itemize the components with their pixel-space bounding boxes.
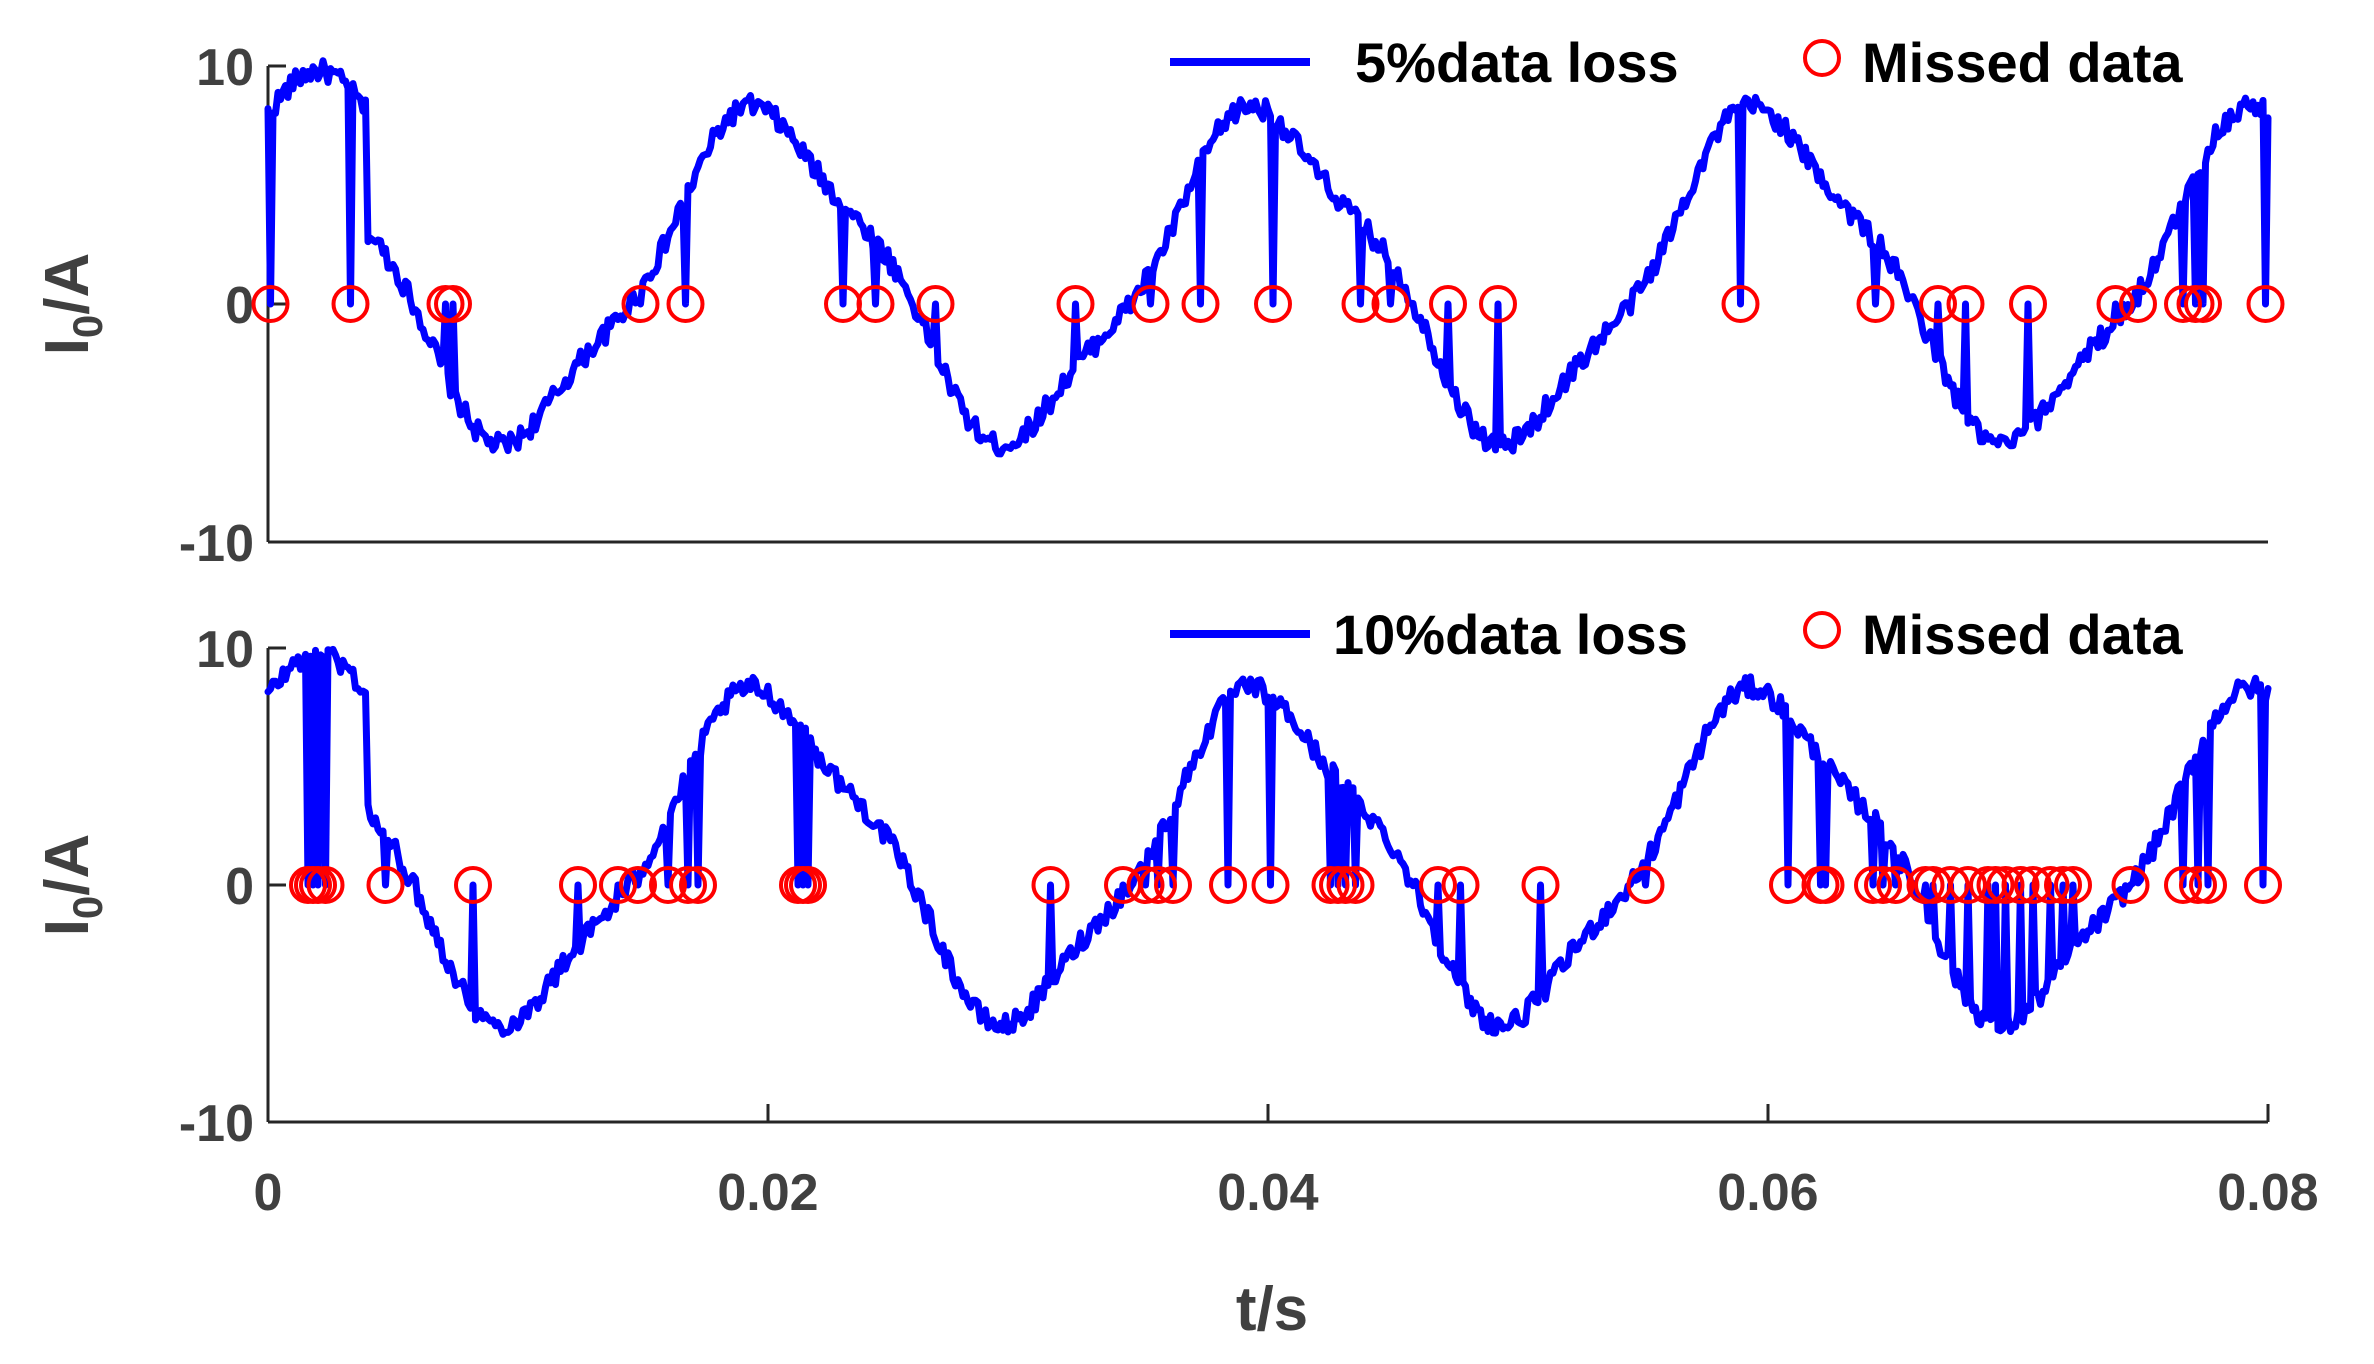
panel-bottom-missed-data-marker xyxy=(649,866,687,904)
panel-bottom-missed-data-marker xyxy=(1419,866,1457,904)
x-axis-label: t/s xyxy=(1236,1275,1308,1344)
panel-bottom-missed-data-marker xyxy=(306,866,345,904)
panel-top-missed-data-marker xyxy=(621,285,660,323)
panel-bottom-missed-data-marker xyxy=(1931,866,1970,904)
panel-top-missed-data-marker xyxy=(1254,285,1292,323)
panel-top-missed-data-marker xyxy=(2009,285,2047,323)
panel-top-missed-data-marker xyxy=(2184,285,2222,323)
panel-bottom-x-tick-label: 0.06 xyxy=(1717,1164,1818,1222)
panel-top-missed-data-marker xyxy=(1429,285,1467,323)
panel-top-missed-data-marker xyxy=(2164,285,2202,323)
panel-bottom-missed-data-marker xyxy=(2179,866,2217,904)
panel-bottom-x-tick-label: 0.08 xyxy=(2217,1164,2318,1222)
panel-bottom-missed-data-marker xyxy=(1251,866,1290,904)
panel-bottom-missed-data-marker xyxy=(669,866,707,904)
panel-top-legend-line-label: 5%data loss xyxy=(1355,31,1679,94)
panel-bottom-missed-data-marker xyxy=(789,866,827,904)
panel-bottom-missed-data-marker xyxy=(1806,866,1845,904)
panel-bottom-x-tick-label: 0.04 xyxy=(1217,1164,1318,1222)
panel-bottom-x-tick-label: 0.02 xyxy=(717,1164,818,1222)
panel-bottom-missed-data-marker xyxy=(2189,866,2227,904)
panel-bottom-y-tick-label: 0 xyxy=(225,858,254,916)
panel-bottom-missed-data-marker xyxy=(2001,866,2040,904)
panel-bottom-missed-data-marker xyxy=(1854,866,1892,904)
panel-top-missed-data-marker xyxy=(916,285,955,323)
panel-top-missed-data-marker xyxy=(2119,285,2157,323)
panel-bottom-missed-data-marker xyxy=(2031,866,2070,904)
panel-bottom-missed-data-marker xyxy=(1864,866,1902,904)
panel-bottom-missed-data-marker xyxy=(1949,866,1987,904)
panel-top-missed-data-marker xyxy=(1131,285,1170,323)
panel-top-y-tick-label: 10 xyxy=(196,39,254,97)
panel-bottom-missed-data-marker xyxy=(619,866,657,904)
panel-bottom-missed-data-marker xyxy=(1031,866,1070,904)
panel-top-y-tick-label: -10 xyxy=(179,515,254,573)
panel-bottom-missed-data-marker xyxy=(1521,866,1560,904)
y-label-main: I xyxy=(33,919,102,936)
panel-bottom-missed-data-marker xyxy=(1441,866,1480,904)
panel-top-legend-marker-swatch xyxy=(1803,39,1841,77)
panel-bottom-missed-data-marker xyxy=(2164,866,2202,904)
panel-bottom-missed-data-marker xyxy=(1986,866,2025,904)
panel-bottom-y-tick-label: 10 xyxy=(196,621,254,679)
panel-bottom-missed-data-marker xyxy=(1876,866,1915,904)
panel-bottom-missed-data-marker xyxy=(599,866,637,904)
panel-bottom-legend-line-label: 10%data loss xyxy=(1333,603,1688,666)
panel-bottom-legend-marker-swatch xyxy=(1803,611,1841,649)
panel-top-missed-data-marker xyxy=(1479,285,1517,323)
panel-top-series-line xyxy=(264,57,2272,458)
panel-top-y-tick-label: 0 xyxy=(225,277,254,335)
panel-bottom-missed-data-marker xyxy=(454,866,492,904)
panel-bottom-series-line xyxy=(264,645,2272,1038)
y-label-sub: 0 xyxy=(64,896,111,919)
panel-bottom-missed-data-marker xyxy=(1126,866,1165,904)
panel-bottom-missed-data-marker xyxy=(1209,866,1247,904)
panel-top-missed-data-marker xyxy=(1721,285,1760,323)
panel-bottom-missed-data-marker xyxy=(2044,866,2082,904)
panel-top-missed-data-marker xyxy=(856,285,895,323)
panel-bottom-missed-data-marker xyxy=(2014,866,2052,904)
panel-top-missed-data-marker xyxy=(1056,285,1095,323)
panel-bottom-y-tick-label: -10 xyxy=(179,1095,254,1153)
panel-bottom-missed-data-marker xyxy=(1154,866,1192,904)
panel-top-missed-data-marker xyxy=(1371,285,1410,323)
panel-top-legend-marker-label: Missed data xyxy=(1862,31,2183,94)
panel-top-missed-data-marker xyxy=(434,285,472,323)
panel-bottom-missed-data-marker xyxy=(559,866,597,904)
panel-top-missed-data-marker xyxy=(1856,285,1895,323)
panel-bottom-missed-data-marker xyxy=(2054,866,2092,904)
panel-top-missed-data-marker xyxy=(1919,285,1957,323)
y-label-rest: /A xyxy=(33,834,102,896)
panel-bottom-missed-data-marker xyxy=(679,866,717,904)
panel-bottom-missed-data-marker xyxy=(1336,866,1375,904)
panel-bottom-missed-data-marker xyxy=(1139,866,1177,904)
panel-bottom-missed-data-marker xyxy=(1976,866,2015,904)
panel-bottom-x-tick-label: 0 xyxy=(254,1164,283,1222)
panel-bottom-missed-data-marker xyxy=(1326,866,1365,904)
panel-bottom-missed-data-marker xyxy=(2244,866,2282,904)
panel-top-missed-data-marker xyxy=(1181,285,1220,323)
panel-top-missed-data-marker xyxy=(331,285,370,323)
panel-bottom-legend-marker-label: Missed data xyxy=(1862,603,2183,666)
panel-bottom-missed-data-marker xyxy=(366,866,405,904)
y-label-sub: 0 xyxy=(64,315,111,338)
panel-top-missed-data-marker xyxy=(251,285,290,323)
panel-top-missed-data-marker xyxy=(2246,285,2285,323)
y-label-rest: /A xyxy=(33,253,102,315)
panel-bottom-y-axis-label: I0/A xyxy=(33,834,111,937)
panel-bottom-missed-data-marker xyxy=(1626,866,1665,904)
panel-top-y-axis-label: I0/A xyxy=(33,253,111,356)
y-label-main: I xyxy=(33,338,102,355)
panel-top-missed-data-marker xyxy=(1341,285,1380,323)
panel-top-missed-data-marker xyxy=(666,285,705,323)
panel-top-missed-data-marker xyxy=(2096,285,2135,323)
panel-bottom-missed-data-marker xyxy=(2111,866,2150,904)
panel-top-missed-data-marker xyxy=(1946,285,1985,323)
